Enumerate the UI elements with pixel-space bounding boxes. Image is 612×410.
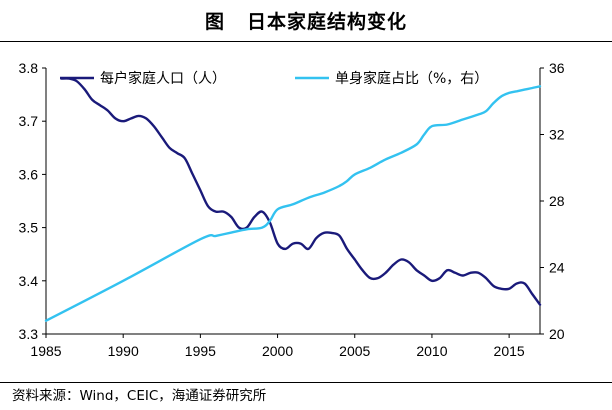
chart-header: 图日本家庭结构变化 bbox=[0, 0, 612, 42]
y-left-tick-label: 3.7 bbox=[19, 113, 39, 129]
legend-label-household-size: 每户家庭人口（人） bbox=[100, 70, 226, 87]
x-tick-label: 2010 bbox=[416, 343, 447, 359]
x-tick-label: 1995 bbox=[185, 343, 216, 359]
y-right-tick-label: 20 bbox=[549, 326, 565, 342]
figure-label: 图 bbox=[204, 11, 225, 33]
x-tick-label: 1990 bbox=[108, 343, 139, 359]
x-tick-label: 2005 bbox=[339, 343, 370, 359]
y-right-tick-label: 32 bbox=[549, 127, 565, 143]
series-line-household-size bbox=[60, 77, 542, 306]
y-left-tick-label: 3.6 bbox=[19, 166, 39, 182]
x-tick-label: 2000 bbox=[262, 343, 293, 359]
y-left-tick-label: 3.5 bbox=[19, 220, 39, 236]
chart-plot: 3.3 3.4 3.5 3.6 3.7 3.8 20 24 28 32 36 1985 1990 1995… bbox=[19, 60, 565, 359]
legend-label-single-share: 单身家庭占比（%，右） bbox=[335, 70, 488, 87]
x-tick-label: 1985 bbox=[30, 343, 61, 359]
chart-title: 日本家庭结构变化 bbox=[247, 11, 408, 33]
y-right-tick-label: 28 bbox=[549, 193, 565, 209]
y-left-tick-label: 3.8 bbox=[19, 60, 39, 76]
y-right-tick-label: 36 bbox=[549, 60, 565, 76]
source-note: 资料来源：Wind，CEIC，海通证券研究所 bbox=[0, 382, 612, 410]
y-left-tick-label: 3.4 bbox=[19, 273, 39, 289]
y-left-tick-label: 3.3 bbox=[19, 326, 39, 342]
y-right-tick-label: 24 bbox=[549, 260, 565, 276]
x-tick-label: 2015 bbox=[494, 343, 525, 359]
series-line-single-share bbox=[44, 85, 542, 322]
